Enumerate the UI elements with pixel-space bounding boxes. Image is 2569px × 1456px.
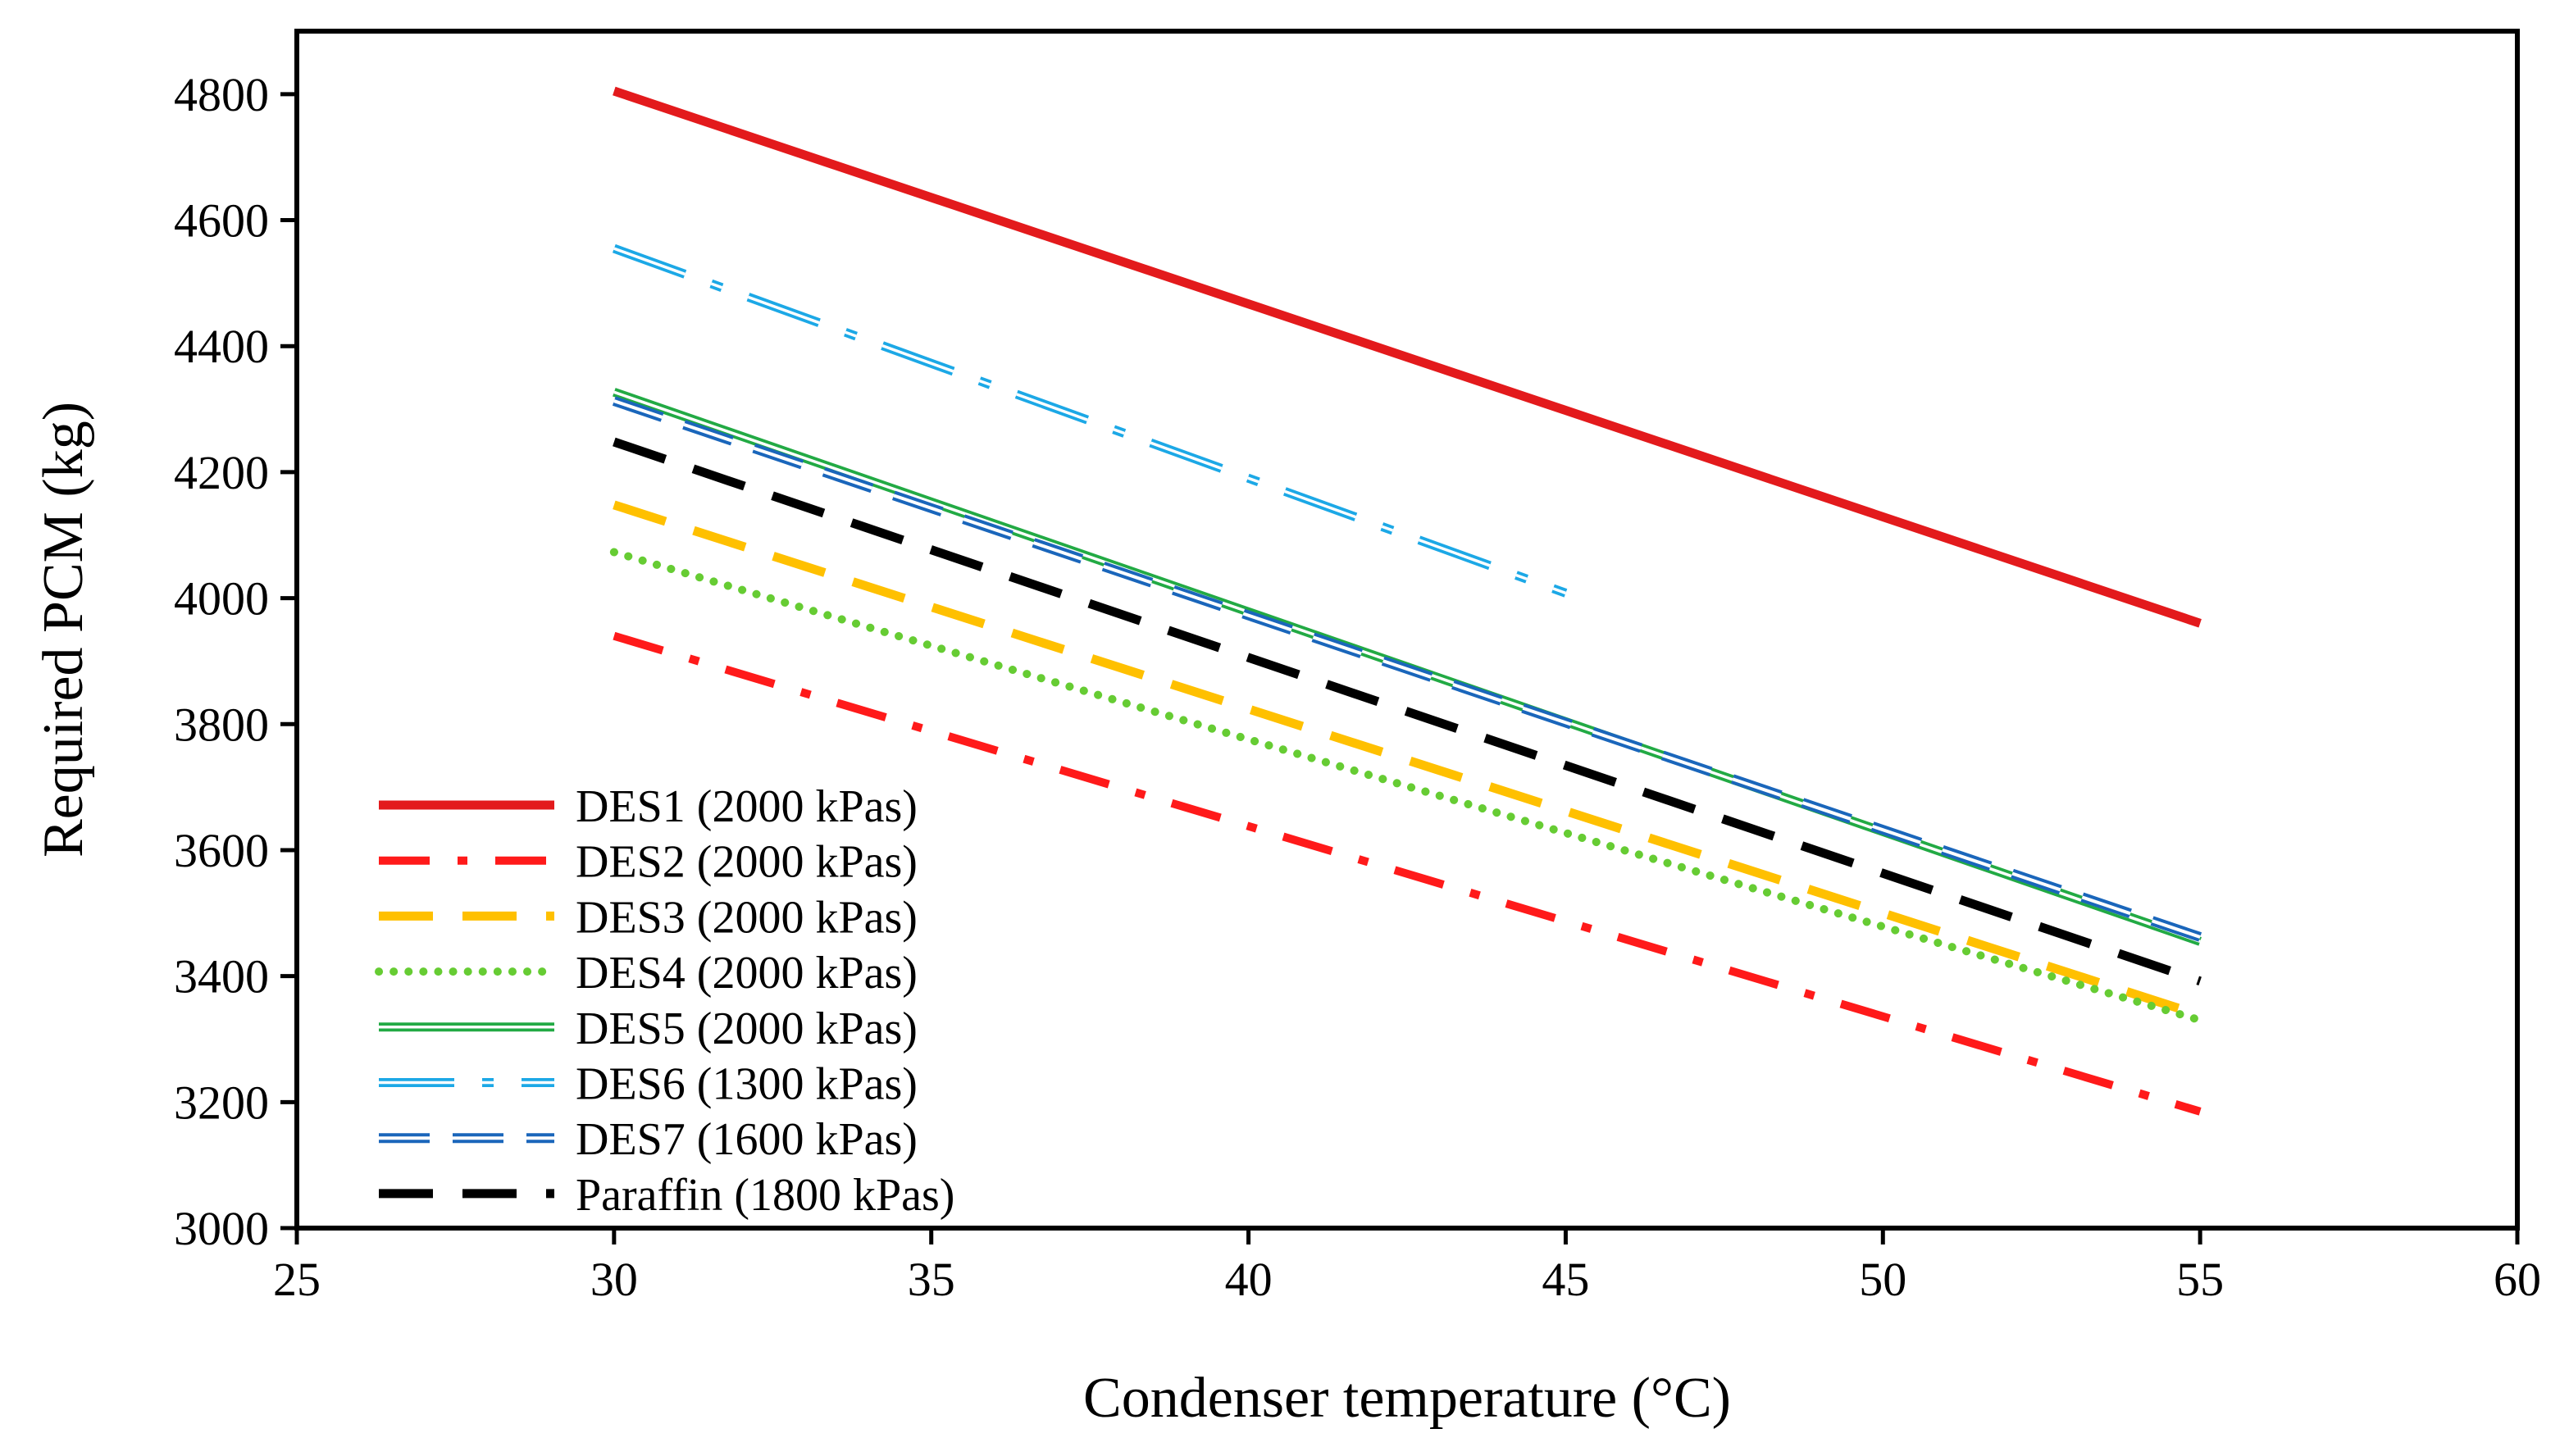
y-tick-label: 3800 — [174, 698, 269, 751]
series-line-des6-group — [612, 243, 1568, 598]
legend-label: Paraffin (1800 kPas) — [576, 1170, 954, 1221]
y-axis-title: Required PCM (kg) — [32, 402, 95, 858]
x-tick-label: 35 — [908, 1253, 955, 1306]
series-line-paraffin — [613, 437, 2202, 985]
y-tick-label: 4600 — [174, 194, 269, 248]
series-line-paraffin-group — [613, 437, 2202, 985]
series-line-des3-group — [613, 500, 2202, 1020]
x-tick-label: 50 — [1859, 1253, 1906, 1306]
series-line-des1 — [613, 86, 2202, 628]
y-tick-label: 4200 — [174, 446, 269, 499]
x-tick-label: 45 — [1542, 1253, 1589, 1306]
series-line-des6-inner — [613, 247, 1567, 595]
legend-label: DES5 (2000 kPas) — [576, 1003, 918, 1054]
legend-label: DES1 (2000 kPas) — [576, 781, 918, 832]
series-line-des3 — [613, 500, 2202, 1020]
legend-label: DES4 (2000 kPas) — [576, 948, 918, 999]
plot-area-border — [294, 29, 2520, 1231]
series-line-des7-group — [612, 396, 2202, 942]
legend-label: DES6 (1300 kPas) — [576, 1059, 918, 1110]
x-tick-label: 25 — [273, 1253, 321, 1306]
series-layer — [609, 86, 2205, 1116]
x-tick-label: 30 — [590, 1253, 638, 1306]
y-tick-label: 4000 — [174, 572, 269, 626]
legend-label: DES7 (1600 kPas) — [576, 1114, 918, 1165]
series-line-des4-group — [609, 548, 2205, 1025]
y-tick-label: 3400 — [174, 950, 269, 1003]
y-tick-label: 4800 — [174, 68, 269, 121]
legend-label: DES2 (2000 kPas) — [576, 837, 918, 888]
legend-label: DES3 (2000 kPas) — [576, 892, 918, 943]
y-tick-label: 3200 — [174, 1076, 269, 1129]
x-tick-label: 55 — [2176, 1253, 2224, 1306]
axis-layer: 25 30 35 40 45 50 55 60 3000 3200 3400 3600 3800 4000… — [174, 68, 2541, 1306]
series-line-des1-group — [613, 86, 2202, 628]
series-line-des4 — [609, 548, 2205, 1025]
x-axis-title: Condenser temperature (°C) — [1083, 1367, 1731, 1430]
x-tick-label: 60 — [2494, 1253, 2541, 1306]
series-line-des7-inner — [613, 399, 2201, 939]
y-tick-label: 3600 — [174, 824, 269, 877]
y-tick-label: 3000 — [174, 1202, 269, 1255]
series-line-des2-group — [613, 631, 2202, 1116]
x-tick-label: 40 — [1225, 1253, 1273, 1306]
series-line-des2 — [613, 631, 2202, 1116]
y-tick-label: 4400 — [174, 320, 269, 373]
legend: DES1 (2000 kPas)DES2 (2000 kPas)DES3 (20… — [375, 781, 954, 1221]
